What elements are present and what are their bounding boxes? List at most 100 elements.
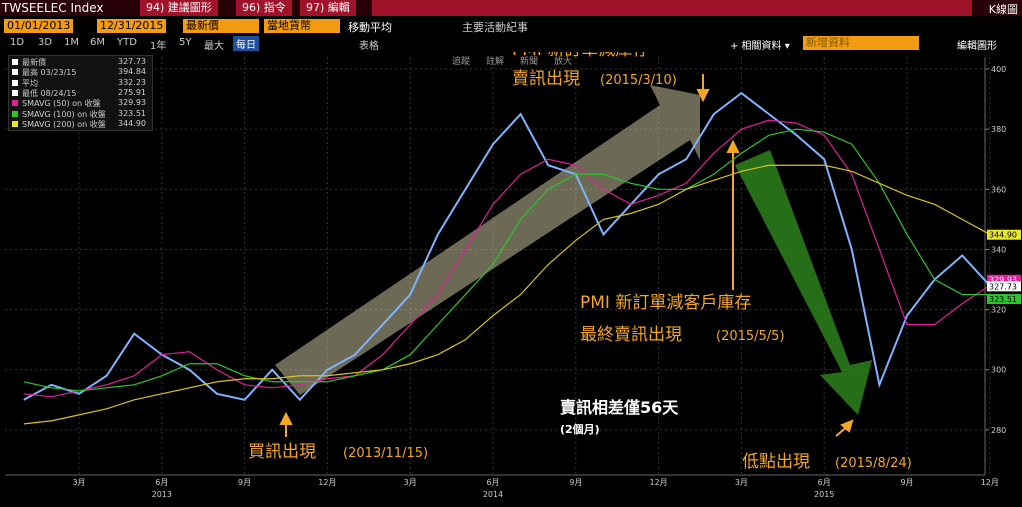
last-value-label: 329.93: [989, 276, 1017, 285]
legend-value: 394.84: [118, 67, 146, 77]
menu[interactable]: 94) 建議圖形: [140, 0, 218, 16]
annotation: (2015/5/5): [716, 329, 785, 344]
y-tick-label: 360: [991, 185, 1006, 194]
series-line: [23, 91, 991, 402]
legend-swatch: [12, 100, 18, 107]
x-tick-label: 3月: [72, 478, 85, 487]
tool-button[interactable]: 新聞: [520, 57, 539, 67]
legend-value: 332.23: [118, 77, 146, 87]
x-tick-label: 6月: [155, 478, 168, 487]
annotation: 買訊出現: [248, 442, 316, 462]
tool-button[interactable]: 追蹤: [452, 57, 471, 67]
x-tick-label: 6月: [486, 478, 499, 487]
last-value-box: [987, 274, 1021, 285]
legend-label: 最新價: [22, 58, 46, 67]
last-value-label: 323.51: [989, 295, 1017, 304]
x-tick-label: 9月: [238, 478, 251, 487]
pointer-arrows: [279, 74, 854, 437]
x-tick-label: 12月: [981, 478, 999, 487]
price-field[interactable]: 最新價: [183, 19, 259, 33]
period-button[interactable]: 6M: [90, 37, 105, 48]
end-date[interactable]: 12/31/2015: [97, 19, 167, 33]
year-label: 2014: [483, 490, 503, 499]
legend-label: SMAVG (100) on 收盤: [22, 109, 106, 119]
chart: PMI 新訂單減庫存 賣訊出現 (2015/3/10) PMI 新訂單減客戶庫存…: [5, 52, 1021, 499]
period-button[interactable]: 5Y: [179, 37, 192, 48]
last-value-box: [987, 229, 1021, 240]
annotation: (2個月): [560, 422, 600, 436]
moving-avg[interactable]: 移動平均: [348, 21, 392, 34]
annotation: 最終賣訊出現: [580, 325, 682, 345]
period-button[interactable]: 1年: [150, 41, 167, 52]
series-line: [23, 164, 991, 425]
y-tick-label: 300: [991, 366, 1006, 375]
add-data[interactable]: 新增資料: [803, 36, 919, 50]
menu[interactable]: 97) 編輯: [300, 0, 356, 16]
annotation: 賣訊相差僅56天: [559, 398, 679, 417]
annotation: (2015/3/10): [600, 73, 677, 88]
legend-label: 平均: [22, 78, 38, 88]
last-value-box: [987, 281, 1021, 292]
annotation: PMI 新訂單減客戶庫存: [580, 293, 751, 313]
legend-swatch: [12, 89, 18, 96]
annotation: (2015/8/24): [835, 456, 912, 471]
down-arrow: [735, 150, 872, 415]
y-tick-label: 340: [991, 245, 1006, 254]
legend-swatch: [12, 79, 18, 86]
table-button[interactable]: 表格: [359, 41, 379, 52]
period-button[interactable]: 1M: [64, 37, 79, 48]
x-tick-label: 6月: [818, 478, 831, 487]
series-line: [23, 128, 990, 392]
legend-label: 最高 03/23/15: [22, 68, 77, 78]
annotation: 低點出現: [742, 452, 810, 472]
last-value-label: 344.90: [989, 231, 1017, 240]
period-button[interactable]: 3D: [38, 37, 53, 48]
menu[interactable]: 96) 指令: [236, 0, 292, 16]
x-tick-label: 3月: [735, 478, 748, 487]
legend-value: 327.73: [118, 57, 146, 66]
annotation: 賣訊出現: [512, 69, 580, 89]
related[interactable]: + 相關資料 ▾: [730, 41, 790, 52]
tool-button[interactable]: 註解: [486, 57, 505, 67]
x-tick-label: 9月: [900, 478, 913, 487]
legend-label: SMAVG (200) on 收盤: [22, 119, 106, 129]
y-tick-label: 320: [991, 306, 1006, 315]
legend-value: 323.51: [118, 108, 146, 118]
legend-value: 275.91: [118, 87, 146, 97]
x-tick-label: 3月: [404, 478, 417, 487]
legend-label: SMAVG (50) on 收盤: [22, 99, 101, 109]
series-line: [23, 119, 991, 398]
legend-label: 最低 08/24/15: [22, 88, 77, 98]
events[interactable]: 主要活動紀事: [462, 21, 528, 34]
x-tick-label: 12月: [650, 478, 668, 487]
frequency[interactable]: 每日: [233, 36, 259, 51]
year-label: 2013: [152, 490, 172, 499]
chart-kind: K線圖: [988, 3, 1018, 16]
last-value-box: [987, 294, 1021, 305]
legend-swatch: [12, 69, 18, 76]
last-value-label: 327.73: [989, 282, 1017, 291]
start-date[interactable]: 01/01/2013: [4, 19, 74, 33]
legend-box: [8, 55, 153, 131]
edit-chart[interactable]: 編輯圖形: [957, 41, 997, 52]
y-tick-label: 380: [991, 125, 1006, 134]
legend-value: 329.93: [118, 98, 146, 108]
period-button[interactable]: 1D: [10, 37, 25, 48]
title-bar: TWSEELEC Index 94) 建議圖形 96) 指令 97) 編輯 K線…: [0, 0, 1022, 16]
x-tick-label: 12月: [318, 478, 336, 487]
legend-swatch: [12, 120, 18, 127]
x-tick-label: 9月: [569, 478, 582, 487]
y-tick-label: 280: [991, 426, 1006, 435]
annotation: PMI 新訂單減庫存: [512, 52, 649, 60]
currency[interactable]: 當地貨幣: [264, 19, 340, 33]
ticker: TWSEELEC Index: [2, 1, 104, 15]
settings-row: 01/01/2013 12/31/2015 最新價 當地貨幣 移動平均 主要活動…: [0, 18, 1022, 34]
period-button[interactable]: YTD: [117, 37, 137, 48]
period-button[interactable]: 最大: [204, 41, 224, 52]
up-arrow: [275, 85, 700, 395]
year-label: 2015: [814, 490, 834, 499]
tool-button[interactable]: 放大: [554, 57, 573, 67]
legend-swatch: [12, 59, 18, 65]
legend-value: 344.90: [118, 118, 146, 128]
